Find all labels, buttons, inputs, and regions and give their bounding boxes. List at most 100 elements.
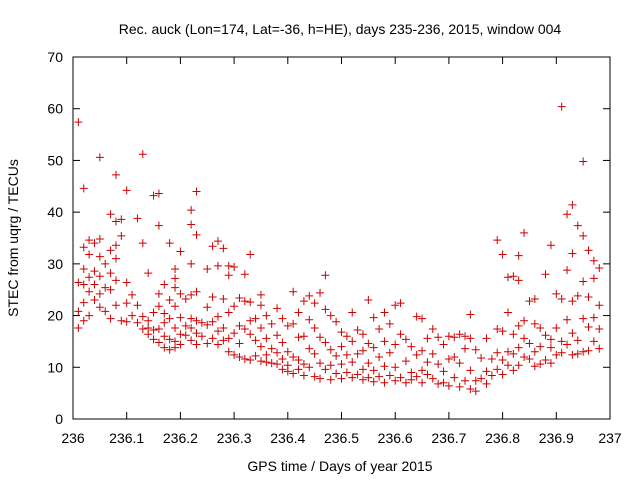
data-point [310, 372, 319, 381]
data-point [111, 301, 120, 310]
data-point [111, 241, 120, 250]
data-point [466, 385, 475, 394]
data-point [187, 206, 196, 215]
data-point [348, 337, 357, 346]
y-axis: 0 10 20 30 40 50 60 70 [47, 49, 610, 427]
data-point [595, 325, 604, 334]
data-point [95, 153, 104, 162]
data-point [219, 336, 228, 345]
data-point [514, 361, 523, 370]
data-point [428, 325, 437, 334]
data-point [171, 302, 180, 311]
data-point [90, 280, 99, 289]
data-point [584, 292, 593, 301]
data-point [187, 220, 196, 229]
data-point [256, 290, 265, 299]
x-tick-label: 237 [598, 430, 622, 446]
data-point [203, 320, 212, 329]
data-point [568, 350, 577, 359]
data-point [520, 334, 529, 343]
data-point [444, 355, 453, 364]
data-point [563, 315, 572, 324]
data-point [380, 308, 389, 317]
data-point [503, 273, 512, 282]
data-point [122, 186, 131, 195]
data-point [493, 236, 502, 245]
data-point [326, 375, 335, 384]
data-point [187, 314, 196, 323]
data-point [106, 269, 115, 278]
data-point [498, 356, 507, 365]
data-point [579, 347, 588, 356]
data-point [321, 338, 330, 347]
data-point [423, 370, 432, 379]
data-point [267, 344, 276, 353]
data-point [557, 295, 566, 304]
data-point [95, 303, 104, 312]
data-point [358, 375, 367, 384]
data-point [557, 348, 566, 357]
data-point [90, 267, 99, 276]
data-point [256, 323, 265, 332]
data-point [224, 261, 233, 270]
data-point [305, 291, 314, 300]
data-point [117, 215, 126, 224]
data-point [401, 335, 410, 344]
data-point [450, 352, 459, 361]
data-point [138, 325, 147, 334]
data-point [267, 359, 276, 368]
data-point [546, 359, 555, 368]
data-point [584, 322, 593, 331]
data-point [444, 381, 453, 390]
data-point [133, 301, 142, 310]
data-point [299, 297, 308, 306]
data-point [316, 359, 325, 368]
data-point [273, 348, 282, 357]
y-tick-label: 0 [55, 411, 63, 427]
data-point [407, 368, 416, 377]
data-point [342, 332, 351, 341]
y-tick-label: 70 [47, 49, 63, 65]
data-point [208, 317, 217, 326]
data-point [267, 319, 276, 328]
data-point [246, 250, 255, 259]
data-point [160, 318, 169, 327]
data-point [192, 340, 201, 349]
data-point [149, 191, 158, 200]
data-point [541, 331, 550, 340]
data-point [138, 239, 147, 248]
data-point [369, 377, 378, 386]
data-points-layer [74, 102, 604, 396]
data-point [509, 330, 518, 339]
data-point [90, 296, 99, 305]
data-point [466, 366, 475, 375]
data-point [418, 378, 427, 387]
data-point [240, 297, 249, 306]
data-point [552, 289, 561, 298]
data-point [407, 342, 416, 351]
data-point [122, 299, 131, 308]
data-point [348, 373, 357, 382]
data-point [369, 343, 378, 352]
x-tick-label: 236.3 [217, 430, 252, 446]
data-point [154, 289, 163, 298]
data-point [192, 329, 201, 338]
data-point [418, 346, 427, 355]
data-point [251, 314, 260, 323]
data-point [552, 323, 561, 332]
x-tick-label: 236.5 [324, 430, 359, 446]
data-point [95, 289, 104, 298]
data-point [326, 361, 335, 370]
y-tick-label: 20 [47, 308, 63, 324]
data-point [79, 280, 88, 289]
data-point [584, 346, 593, 355]
data-point [418, 366, 427, 375]
data-point [385, 371, 394, 380]
data-point [187, 290, 196, 299]
data-point [165, 335, 174, 344]
data-point [321, 365, 330, 374]
data-point [509, 366, 518, 375]
data-point [509, 349, 518, 358]
data-point [133, 318, 142, 327]
